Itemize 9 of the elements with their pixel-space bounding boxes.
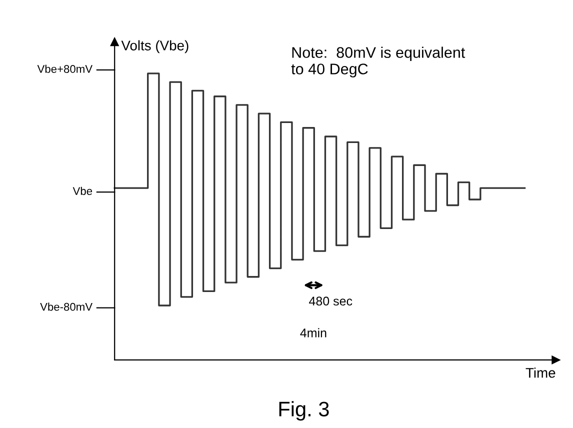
text: Vbe: [72, 186, 92, 196]
x-axis-title: Time: [526, 368, 556, 378]
text: Vbe-80mV: [40, 302, 92, 311]
caption: Fig. 3: [279, 401, 329, 421]
text: Vbe+80mV: [37, 64, 92, 73]
annotation: 4min: [300, 328, 326, 338]
annotation: 480 sec: [309, 296, 352, 306]
y-axis-title: Volts (Vbe): [121, 40, 188, 54]
annotation: Note: 80mV is equivalent to 40 DegC: [291, 46, 466, 78]
